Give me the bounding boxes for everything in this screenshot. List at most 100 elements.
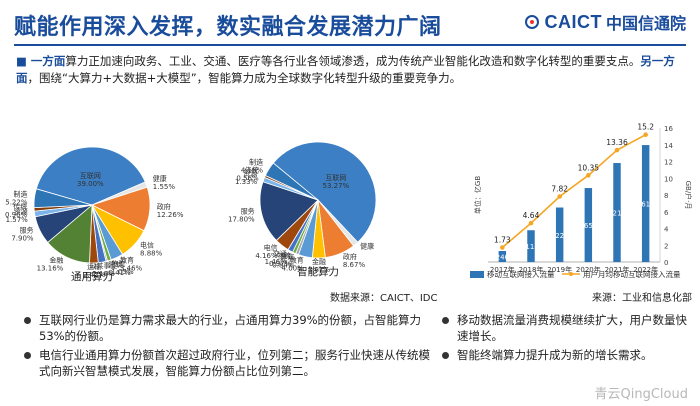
- bullet-text: 智能终端算力提升成为新的增长需求。: [457, 348, 653, 362]
- slice-value-label: 1.55%: [153, 183, 176, 191]
- pie-slice: [35, 146, 146, 206]
- category-label: 2022年: [633, 265, 658, 274]
- slice-value-label: 4.16%: [255, 252, 278, 260]
- slice-label: 交通: [273, 249, 287, 258]
- right-tick-label: 12: [664, 159, 673, 167]
- slice-label: 资源: [14, 207, 28, 216]
- slice-label: 互联网: [80, 171, 101, 180]
- intro-text-2: ，围绕“大算力+大数据+大模型”，智能算力成为全球数字化转型升级的重要竞争力。: [27, 71, 462, 85]
- slice-value-label: 13.16%: [37, 264, 64, 272]
- intro-lead-2: 另一方面: [16, 54, 675, 85]
- slice-label: 健康: [153, 174, 167, 183]
- slice-label: 传统: [245, 166, 259, 175]
- line-value-label: 10.35: [578, 163, 600, 172]
- slice-value-label: 17.80%: [228, 216, 255, 224]
- line-point: [528, 220, 534, 226]
- right-tick-label: 8: [664, 192, 668, 200]
- slice-value-label: 8.88%: [140, 250, 163, 258]
- slice-label: 传统: [13, 202, 27, 211]
- legend-swatch: [470, 271, 484, 278]
- list-item: 智能终端算力提升成为新的增长需求。: [442, 347, 692, 363]
- slice-label: 公共事业: [89, 261, 117, 270]
- slice-value-label: 1.46%: [265, 258, 288, 266]
- slice-label: 制造: [13, 189, 27, 198]
- slice-value-label: 2.16%: [92, 270, 115, 278]
- bar-value-label: 2216: [608, 210, 626, 218]
- pie-slice: [259, 181, 319, 242]
- right-tick-label: 10: [664, 175, 673, 183]
- left-bullet-list: 互联网行业仍是算力需求最大的行业，占通用算力39%的份额，占智能算力53%的份额…: [24, 312, 434, 382]
- pie-title: 智能算力: [297, 265, 339, 278]
- slice-label: 电信: [140, 241, 154, 250]
- slice-label: 电信: [264, 243, 278, 252]
- slice-value-label: 4.00%: [282, 264, 305, 272]
- slice-value-label: 0.84%: [272, 262, 295, 270]
- caict-logo: CAICT 中国信通院: [524, 10, 686, 34]
- slice-value-label: 2.42%: [83, 271, 106, 279]
- bar-value-label: 1220: [551, 232, 569, 240]
- category-label: 2019年: [547, 265, 572, 274]
- category-label: 2018年: [519, 265, 544, 274]
- source-right: 来源：工业和信息化部: [592, 291, 692, 304]
- slice-value-label: 0.56%: [236, 175, 259, 183]
- category-label: 2021年: [605, 265, 630, 274]
- slice-value-label: 0.41%: [109, 269, 132, 277]
- line-value-label: 4.64: [523, 211, 540, 220]
- line-value-label: 15.2: [637, 123, 654, 132]
- slice-value-label: 0.97%: [269, 260, 292, 268]
- slice-value-label: 1.33%: [235, 178, 258, 186]
- line-value-label: 13.36: [606, 138, 628, 147]
- slice-label: 建筑: [281, 253, 295, 262]
- slice-value-label: 1.57%: [6, 216, 29, 224]
- slice-value-label: 53.27%: [323, 182, 350, 190]
- slice-value-label: 3.46%: [120, 265, 143, 273]
- category-label: 2020年: [576, 265, 601, 274]
- title-divider: [14, 44, 686, 46]
- bar: [584, 188, 593, 262]
- left-axis-label: 单位：亿GB: [473, 176, 482, 214]
- logo-cn: 中国信通院: [605, 14, 686, 33]
- list-item: 互联网行业仍是算力需求最大的行业，占通用算力39%的份额，占智能算力53%的份额…: [24, 312, 434, 344]
- bar-value-label: 246: [496, 254, 510, 262]
- bar-value-label: 1656: [579, 222, 597, 230]
- right-bullet-list: 移动数据流量消费规模继续扩大，用户数量快速增长。 智能终端算力提升成为新的增长需…: [442, 312, 692, 366]
- line-value-label: 7.82: [551, 185, 568, 194]
- line-point: [500, 245, 505, 250]
- line-point: [586, 173, 591, 178]
- slice-label: 服务: [20, 225, 34, 234]
- slice-value-label: 4.16%: [241, 166, 264, 174]
- right-axis-label: GB/户·月: [684, 181, 693, 210]
- intro-lead-1: 一方面: [30, 54, 66, 68]
- line-point: [614, 147, 620, 153]
- slice-label: 物流: [111, 259, 125, 268]
- page-title: 赋能作用深入发挥，数实融合发展潜力广阔: [14, 15, 442, 40]
- slice-value-label: 0.96%: [5, 211, 28, 219]
- slice-value-label: 12.26%: [157, 211, 184, 219]
- right-tick-label: 16: [664, 125, 673, 133]
- slice-label: 制造: [249, 157, 263, 166]
- pie-slice: [272, 141, 377, 243]
- slice-label: 互联网: [325, 173, 346, 182]
- slice-value-label: 3.67%: [308, 266, 331, 274]
- bar: [555, 207, 564, 262]
- slice-value-label: 39.00%: [77, 180, 104, 188]
- bar: [527, 230, 535, 262]
- bar: [641, 145, 650, 262]
- slice-label: 健康: [360, 241, 374, 250]
- legend-entry: 移动互联网接入流量: [487, 269, 555, 279]
- source-left: 数据来源：CAICT、IDC: [330, 291, 438, 304]
- right-tick-label: 14: [664, 142, 673, 150]
- bar-value-label: 711.1: [521, 243, 541, 251]
- list-item: 电信行业通用算力份额首次超过政府行业，位列第二；服务行业快速从传统模式向新兴智慧…: [24, 347, 434, 379]
- category-label: 2017年: [490, 265, 515, 274]
- slice-value-label: 5.22%: [5, 198, 28, 206]
- bullet-text: 移动数据流量消费规模继续扩大，用户数量快速增长。: [457, 313, 687, 343]
- pie-slice: [33, 188, 93, 209]
- slice-label: 金融: [49, 255, 63, 264]
- pie-title: 通用算力: [71, 270, 113, 283]
- right-tick-label: 6: [664, 209, 669, 217]
- slice-label: 金融: [312, 257, 326, 266]
- slice-label: 运输: [87, 262, 101, 271]
